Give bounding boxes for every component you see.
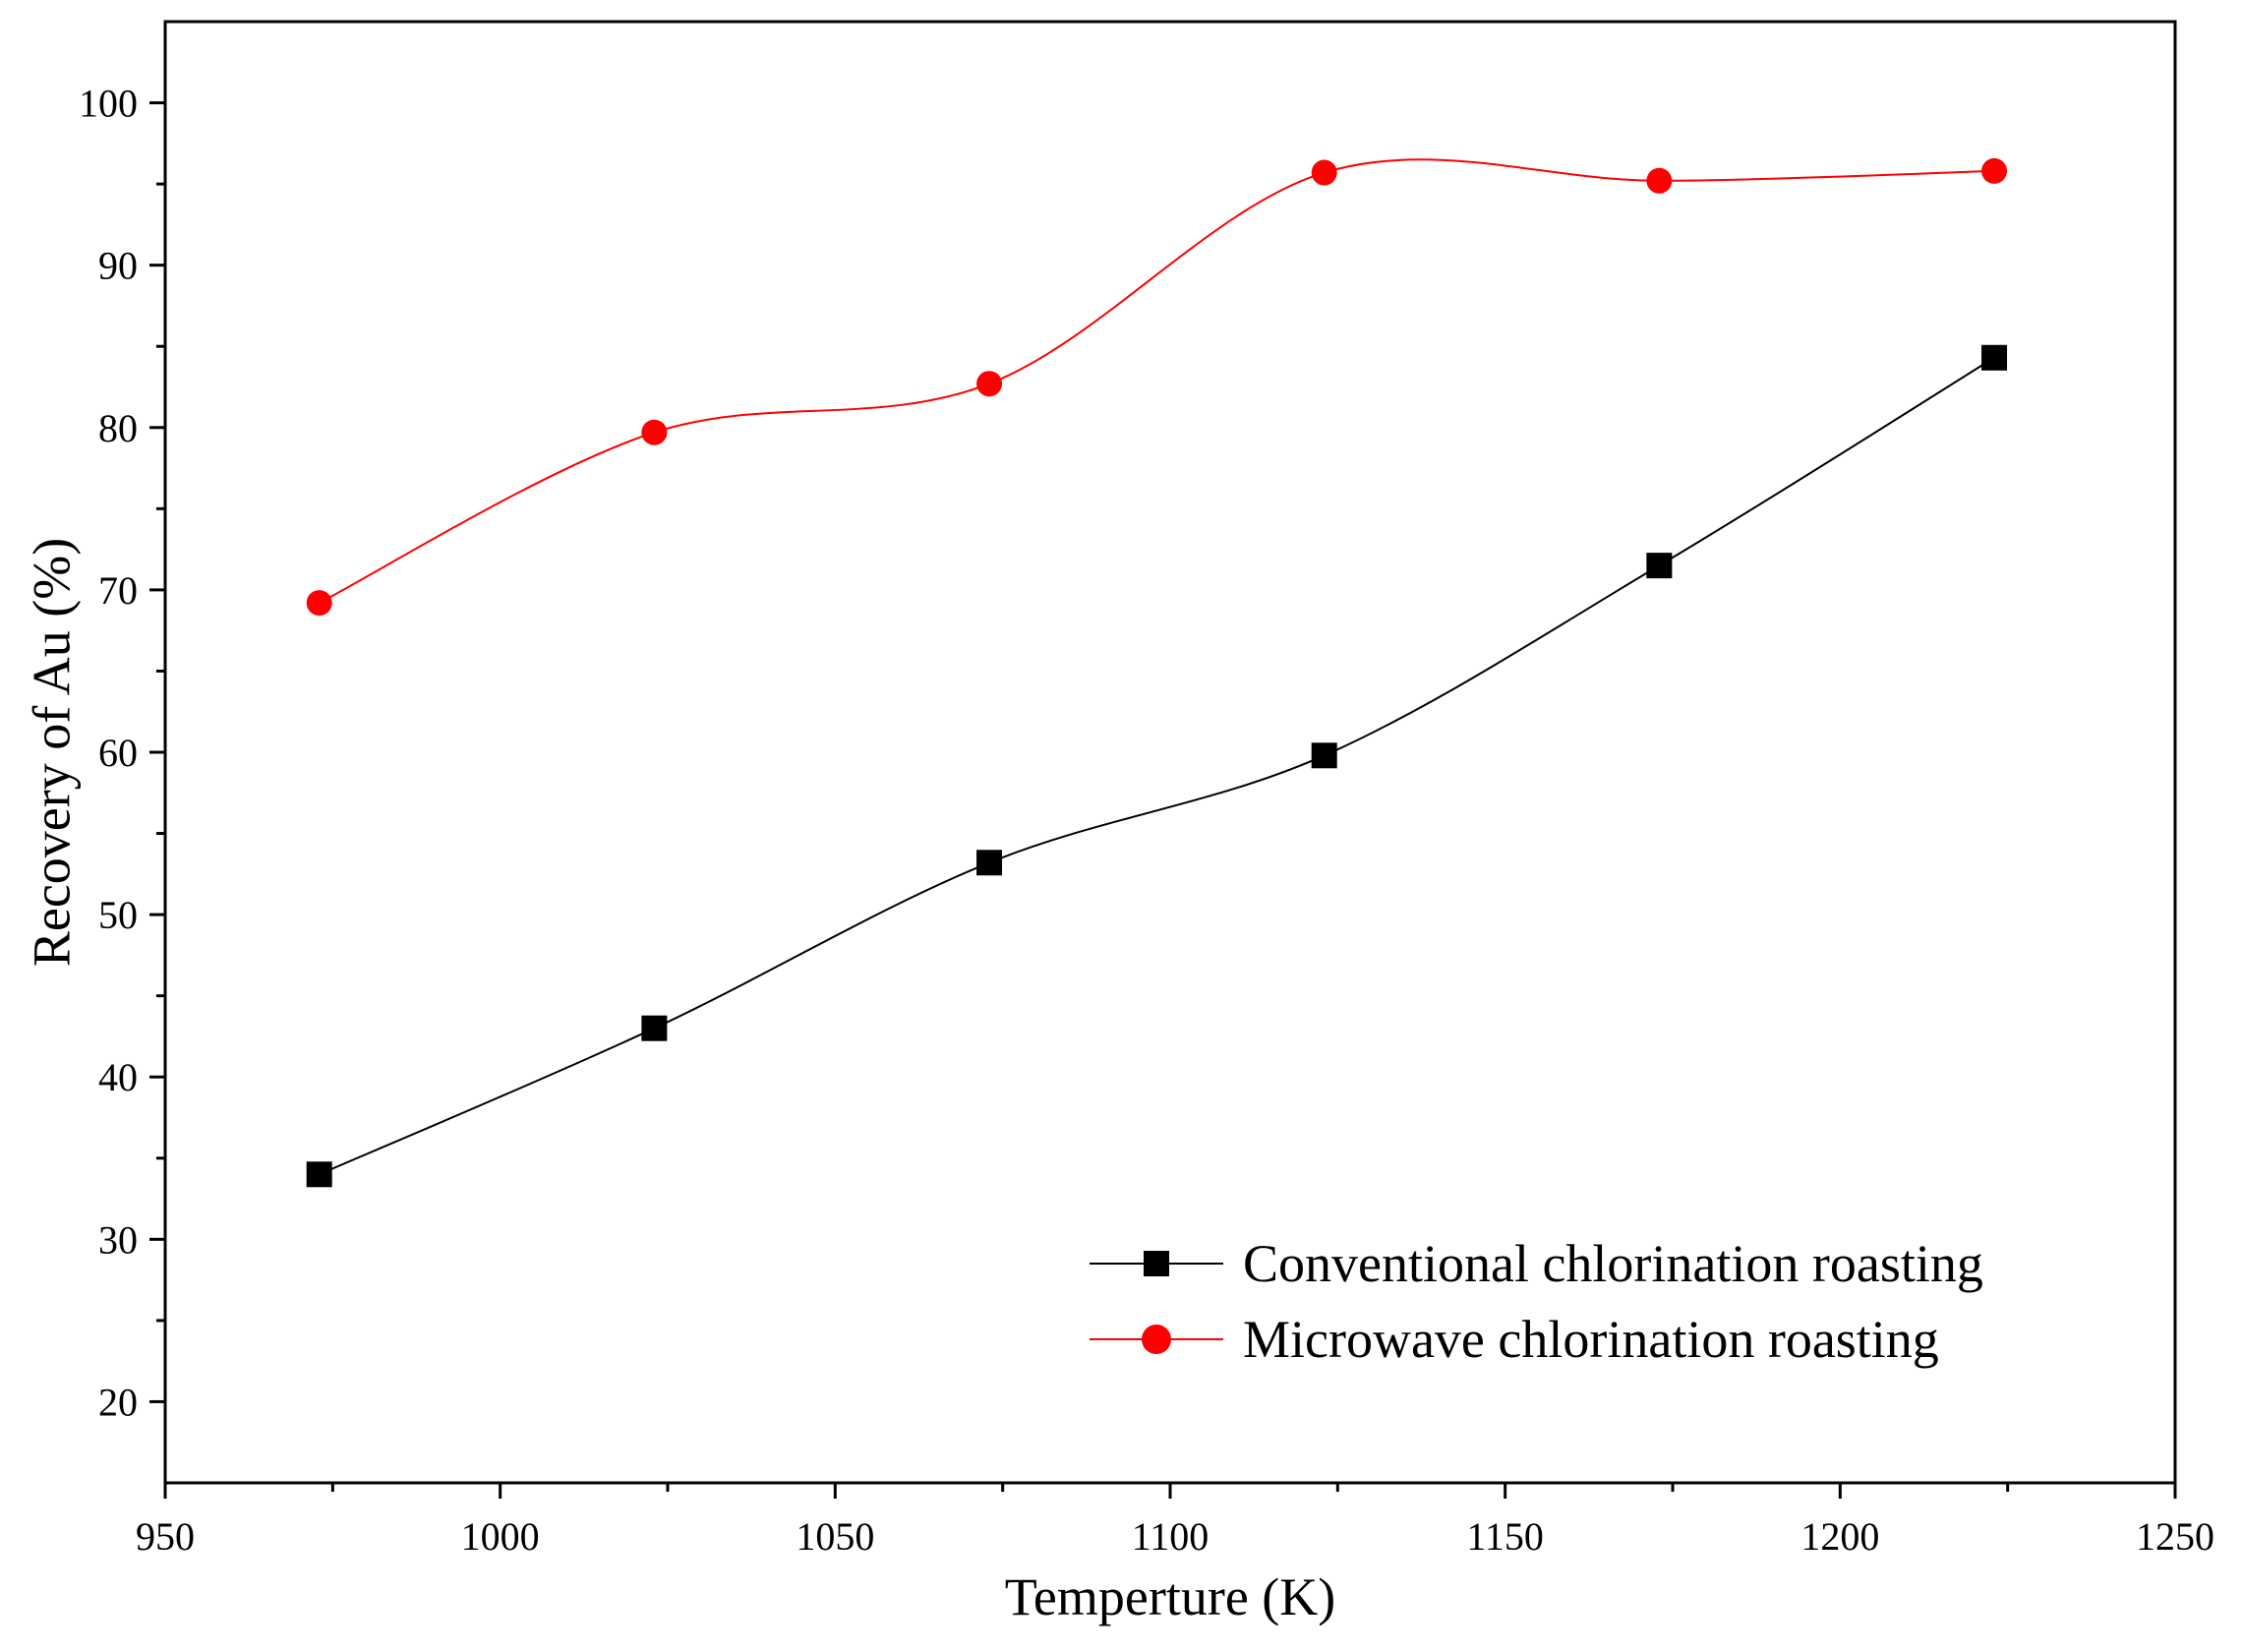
data-point-circle <box>1981 157 2008 184</box>
x-tick-label: 950 <box>136 1514 195 1559</box>
data-point-square <box>1646 553 1673 579</box>
y-tick-label: 80 <box>98 406 138 450</box>
y-axis-ticks: 20 30 40 50 60 70 80 90 100 <box>79 82 165 1424</box>
x-tick-label: 1000 <box>461 1514 540 1559</box>
data-point-circle <box>1311 159 1337 186</box>
y-tick-label: 60 <box>98 731 138 775</box>
x-tick-label: 1150 <box>1466 1514 1544 1559</box>
y-tick-label: 90 <box>98 244 138 288</box>
x-tick-label: 1200 <box>1800 1514 1879 1559</box>
series-layer <box>306 157 2008 1188</box>
data-point-square <box>1981 344 2008 371</box>
y-tick-label: 20 <box>98 1380 138 1424</box>
x-tick-label: 1050 <box>796 1514 874 1559</box>
series-line-1 <box>319 158 1995 604</box>
data-point-circle <box>306 590 332 617</box>
data-point-square <box>641 1015 668 1041</box>
legend-marker-circle <box>1142 1325 1171 1354</box>
legend-label-microwave: Microwave chlorination roasting <box>1243 1310 1939 1369</box>
x-axis-ticks: 950 1000 1050 1100 1150 1200 1250 <box>136 1483 2214 1559</box>
y-tick-label: 100 <box>79 82 138 126</box>
data-point-circle <box>976 371 1003 397</box>
y-axis-title: Recovery of Au (%) <box>22 538 81 967</box>
x-axis-title: Temperture (K) <box>1005 1567 1336 1626</box>
y-tick-label: 40 <box>98 1055 138 1099</box>
legend-marker-square <box>1144 1251 1169 1276</box>
data-point-square <box>306 1161 332 1188</box>
x-tick-label: 1100 <box>1132 1514 1210 1559</box>
y-tick-label: 30 <box>98 1217 138 1262</box>
legend: Conventional chlorination roasting Micro… <box>1090 1234 1983 1369</box>
data-point-circle <box>641 419 668 445</box>
y-tick-label: 50 <box>98 893 138 937</box>
data-point-square <box>976 850 1003 876</box>
x-tick-label: 1250 <box>2136 1514 2214 1559</box>
data-point-circle <box>1646 167 1673 194</box>
legend-label-conventional: Conventional chlorination roasting <box>1243 1234 1983 1293</box>
data-point-square <box>1311 742 1337 769</box>
series-line-0 <box>319 356 1995 1176</box>
y-tick-label: 70 <box>98 568 138 613</box>
